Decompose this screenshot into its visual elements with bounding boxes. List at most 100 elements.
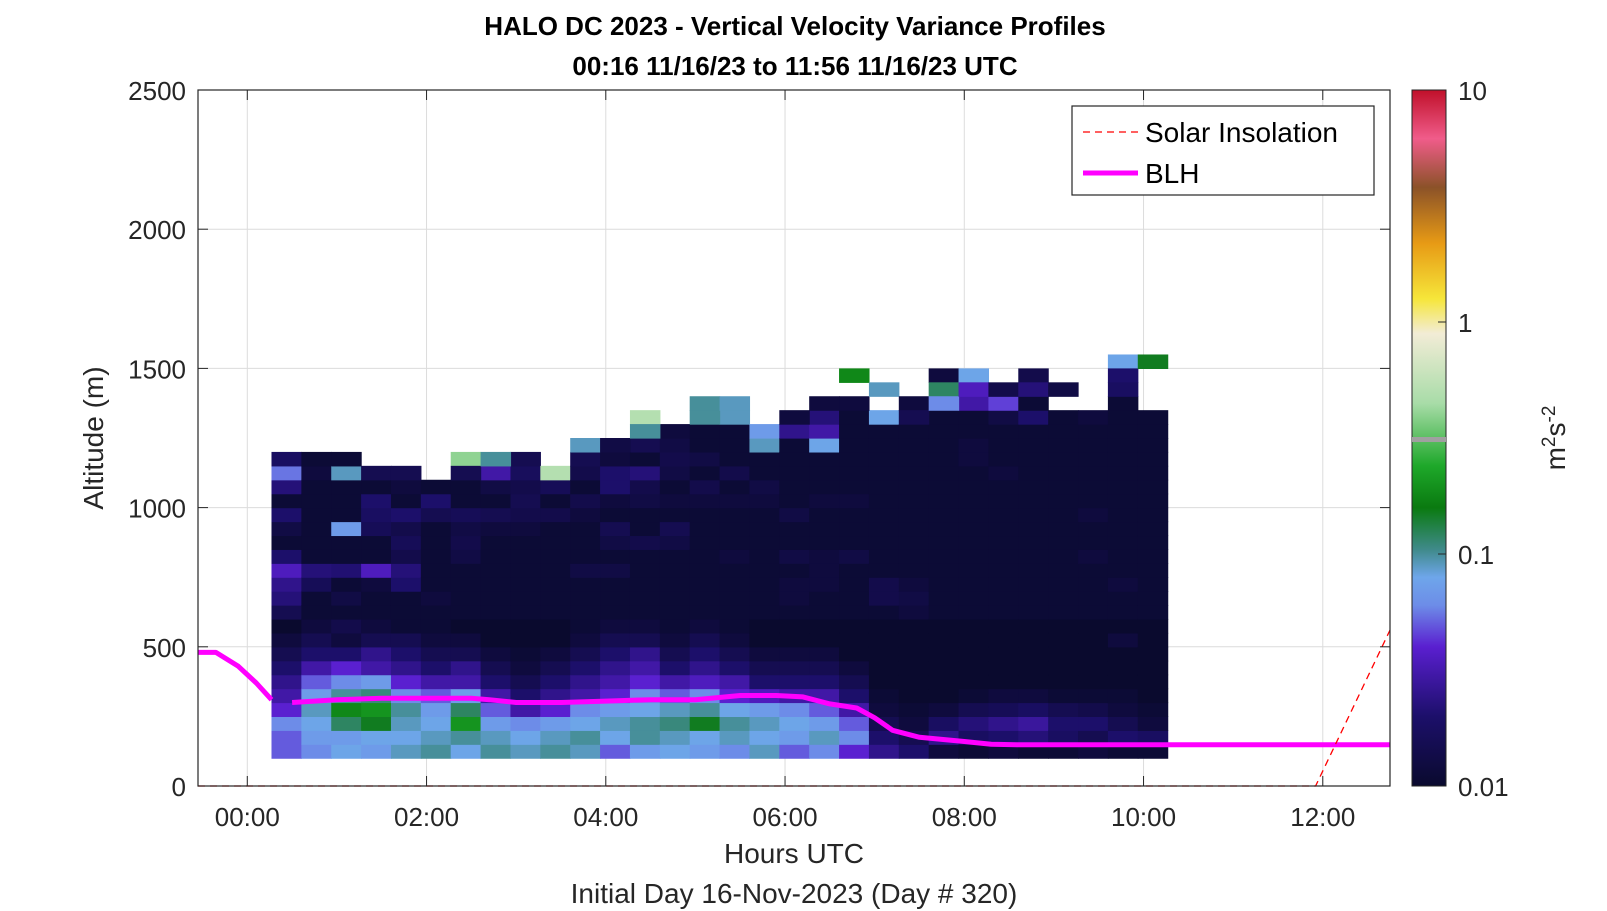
heatmap-cell — [659, 438, 691, 453]
heatmap-cell — [629, 451, 661, 467]
heatmap-cell — [1078, 591, 1109, 606]
heatmap-cell — [1078, 479, 1109, 495]
heatmap-cell — [719, 438, 751, 453]
heatmap-cell — [480, 493, 512, 509]
heatmap-cell — [1018, 521, 1049, 537]
heatmap-cell — [689, 730, 721, 745]
heatmap-cell — [331, 465, 362, 481]
heatmap-cell — [988, 382, 1019, 397]
heatmap-cell — [958, 646, 990, 662]
colorbar-label-mid: s — [1540, 423, 1571, 437]
heatmap-cell — [540, 744, 571, 759]
heatmap-cell — [988, 702, 1019, 717]
heatmap-cell — [510, 479, 541, 495]
legend-solar-label: Solar Insolation — [1145, 117, 1338, 148]
heatmap-cell — [1107, 674, 1139, 690]
heatmap-cell — [868, 521, 900, 537]
heatmap-cell — [928, 591, 960, 606]
heatmap-cell — [1107, 410, 1139, 425]
heatmap-cell — [1078, 730, 1109, 745]
heatmap-cell — [450, 632, 482, 648]
heatmap-cell — [898, 716, 930, 731]
heatmap-cell — [868, 493, 900, 509]
heatmap-cell — [1107, 493, 1139, 509]
heatmap-cell — [1107, 716, 1139, 731]
heatmap-cell — [779, 451, 810, 467]
heatmap-cell — [1048, 744, 1079, 759]
heatmap-cell — [1107, 354, 1139, 369]
heatmap-cell — [420, 493, 452, 509]
heatmap-cell — [600, 605, 631, 620]
heatmap-cell — [540, 646, 571, 662]
x-tick-label: 00:00 — [215, 802, 280, 832]
heatmap-cell — [629, 479, 661, 495]
heatmap-cell — [570, 438, 601, 453]
heatmap-cell — [1107, 396, 1139, 411]
heatmap-cell — [749, 577, 780, 592]
heatmap-cell — [749, 451, 780, 467]
heatmap-cell — [271, 646, 302, 662]
heatmap-cell — [809, 521, 840, 537]
heatmap-cell — [868, 479, 900, 495]
heatmap-cell — [420, 591, 452, 606]
heatmap-cell — [839, 563, 870, 578]
heatmap-cell — [659, 493, 691, 509]
heatmap-cell — [839, 730, 870, 745]
heatmap-cell — [1078, 521, 1109, 537]
heatmap-cell — [809, 591, 840, 606]
heatmap-cell — [570, 451, 601, 467]
heatmap-cell — [1048, 632, 1079, 648]
heatmap-cell — [420, 702, 452, 717]
heatmap-cell — [988, 535, 1019, 550]
heatmap-cell — [719, 479, 751, 495]
heatmap-cell — [570, 535, 601, 550]
heatmap-cell — [331, 646, 362, 662]
heatmap-cell — [659, 730, 691, 745]
heatmap-cell — [271, 563, 302, 578]
heatmap-cell — [570, 521, 601, 537]
heatmap-cell — [600, 618, 631, 634]
heatmap-cell — [988, 438, 1019, 453]
heatmap-cell — [1137, 438, 1169, 453]
heatmap-cell — [629, 660, 661, 676]
heatmap-cell — [301, 493, 332, 509]
heatmap-cell — [1078, 674, 1109, 690]
heatmap-cell — [361, 577, 392, 592]
x-tick-label: 02:00 — [394, 802, 459, 832]
heatmap-cell — [928, 716, 960, 731]
heatmap-cell — [570, 549, 601, 564]
heatmap-cell — [450, 660, 482, 676]
heatmap-cell — [1107, 382, 1139, 397]
heatmap-cell — [420, 674, 452, 690]
heatmap-cell — [1137, 549, 1169, 564]
heatmap-cell — [361, 465, 392, 481]
heatmap-cell — [480, 716, 512, 731]
heatmap-cell — [779, 549, 810, 564]
heatmap-cell — [659, 702, 691, 717]
heatmap-cell — [420, 535, 452, 550]
heatmap-cell — [1137, 660, 1169, 676]
heatmap-cell — [510, 730, 541, 745]
heatmap-cell — [1078, 646, 1109, 662]
heatmap-cell — [1078, 577, 1109, 592]
heatmap-cell — [510, 646, 541, 662]
heatmap-cell — [600, 646, 631, 662]
heatmap-cell — [928, 605, 960, 620]
heatmap-cell — [749, 535, 780, 550]
heatmap-cell — [271, 479, 302, 495]
heatmap-cell — [839, 646, 870, 662]
heatmap-cell — [868, 744, 900, 759]
heatmap-cell — [868, 591, 900, 606]
heatmap-cell — [749, 424, 780, 439]
heatmap-cell — [719, 702, 751, 717]
heatmap-cell — [480, 744, 512, 759]
heatmap-cell — [928, 410, 960, 425]
heatmap-cell — [331, 632, 362, 648]
heatmap-cell — [600, 563, 631, 578]
heatmap-cell — [271, 618, 302, 634]
heatmap-cell — [331, 674, 362, 690]
heatmap-cell — [331, 549, 362, 564]
heatmap-cell — [301, 660, 332, 676]
legend: Solar Insolation BLH — [1071, 105, 1375, 196]
heatmap-cell — [361, 479, 392, 495]
